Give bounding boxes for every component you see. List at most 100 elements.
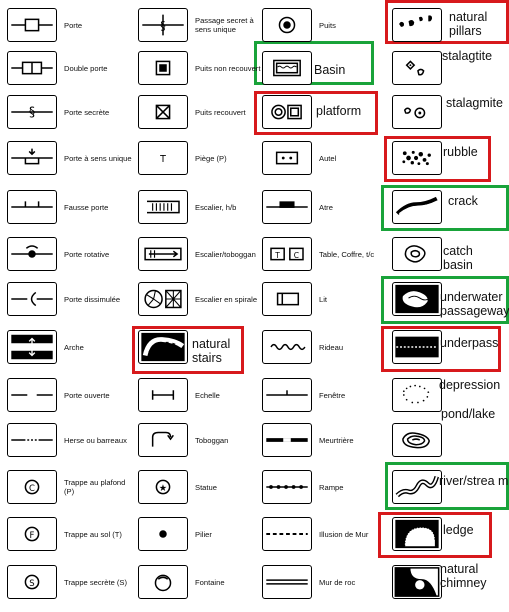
legend-entry xyxy=(392,517,442,551)
curtain-icon xyxy=(262,330,312,364)
legend-entry xyxy=(392,190,442,224)
legend-entry xyxy=(392,95,442,129)
legend-label: Fenêtre xyxy=(319,390,346,400)
note-ledge: ledge xyxy=(443,523,474,537)
legend-entry: Fontaine xyxy=(138,565,256,599)
svg-text:T: T xyxy=(274,251,280,260)
legend-label: Trappe secrète (S) xyxy=(64,577,128,587)
legend-label: Escalier/toboggan xyxy=(195,249,256,259)
legend-entry xyxy=(392,51,442,85)
legend-entry: Double porte xyxy=(7,51,125,85)
ladder-icon xyxy=(138,378,188,412)
legend-label: Statue xyxy=(195,482,217,492)
arrow-slit-icon xyxy=(262,423,312,457)
svg-text:C: C xyxy=(29,483,35,493)
fountain-icon xyxy=(138,565,188,599)
legend-label: Porte ouverte xyxy=(64,390,110,400)
secret-door-icon: § xyxy=(7,95,57,129)
door-icon xyxy=(7,8,57,42)
illusion-wall-icon xyxy=(262,517,312,551)
natural-chimney-icon xyxy=(392,565,442,599)
note-river: river/strea m xyxy=(439,474,509,488)
legend-entry xyxy=(392,237,442,271)
svg-text:★: ★ xyxy=(159,483,167,494)
depression-icon xyxy=(392,378,442,412)
legend-entry: Escalier/toboggan xyxy=(138,237,256,271)
legend-entry xyxy=(392,8,442,42)
legend-entry xyxy=(392,565,442,599)
legend-label: Lit xyxy=(319,294,328,304)
one-way-secret-passage-icon: § xyxy=(138,8,188,42)
note-pond-lake: pond/lake xyxy=(441,407,496,421)
legend-label: Illusion de Mur xyxy=(319,529,369,539)
legend-entry: Atre xyxy=(262,190,380,224)
underwater-passageway-icon xyxy=(392,282,442,316)
note-platform: platform xyxy=(316,104,362,118)
floor-trapdoor-icon: F xyxy=(7,517,57,551)
legend-entry: Pilier xyxy=(138,517,256,551)
legend-entry: Puits recouvert xyxy=(138,95,256,129)
platform-icon xyxy=(262,95,312,129)
legend-entry: S Trappe secrète (S) xyxy=(7,565,127,599)
svg-text:F: F xyxy=(30,530,35,540)
legend-entry: Puits xyxy=(262,8,380,42)
legend-entry xyxy=(262,51,380,85)
bed-icon xyxy=(262,282,312,316)
legend-label: Double porte xyxy=(64,63,108,73)
portcullis-icon xyxy=(7,423,57,457)
note-crack: crack xyxy=(448,194,478,208)
legend-entry xyxy=(392,330,442,364)
false-door-icon xyxy=(7,190,57,224)
legend-entry: Porte rotative xyxy=(7,237,125,271)
legend-entry: Rideau xyxy=(262,330,380,364)
hearth-icon xyxy=(262,190,312,224)
legend-entry: Puits non recouvert xyxy=(138,51,260,85)
uncovered-pit-icon xyxy=(138,51,188,85)
svg-text:§: § xyxy=(160,20,166,33)
svg-text:S: S xyxy=(29,578,34,588)
double-door-icon xyxy=(7,51,57,85)
legend-label: Puits non recouvert xyxy=(195,63,261,73)
ramp-icon xyxy=(262,470,312,504)
highlight-ledge xyxy=(378,512,492,558)
natural-stairs-icon xyxy=(138,330,188,364)
covered-pit-icon xyxy=(138,95,188,129)
catch-basin-icon xyxy=(392,237,442,271)
ceiling-trapdoor-icon: C xyxy=(7,470,57,504)
legend-label: Herse ou barreaux xyxy=(64,435,127,445)
legend-entry: Porte xyxy=(7,8,125,42)
stairs-icon xyxy=(138,190,188,224)
legend-entry: ★ Statue xyxy=(138,470,256,504)
note-depression: depression xyxy=(439,378,501,392)
legend-entry: Lit xyxy=(262,282,380,316)
legend-entry: Escalier, h/b xyxy=(138,190,256,224)
legend-entry xyxy=(392,423,442,457)
legend-entry xyxy=(392,282,442,316)
legend-label: Trappe au sol (T) xyxy=(64,529,122,539)
note-underpass: underpass xyxy=(440,336,499,350)
legend-label: Autel xyxy=(319,153,337,163)
arch-icon xyxy=(7,330,57,364)
legend-label: Porte dissimulée xyxy=(64,294,121,304)
legend-label: Mur de roc xyxy=(319,577,356,587)
legend-entry: Meurtrière xyxy=(262,423,380,457)
highlight-natural-stairs xyxy=(132,326,244,374)
legend-entry: Fausse porte xyxy=(7,190,125,224)
legend-label: Porte xyxy=(64,20,83,30)
legend-label: Passage secret à sens unique xyxy=(195,16,254,34)
basin-icon xyxy=(262,51,312,85)
legend-label: Porte à sens unique xyxy=(64,153,132,163)
svg-text:§: § xyxy=(29,106,36,121)
slide-icon xyxy=(138,423,188,457)
statue-icon: ★ xyxy=(138,470,188,504)
legend-entry: § Porte secrète xyxy=(7,95,125,129)
legend-label: Echelle xyxy=(195,390,220,400)
ledge-icon xyxy=(392,517,442,551)
stair-slide-icon xyxy=(138,237,188,271)
highlight-basin xyxy=(254,41,374,85)
stalagmite-icon xyxy=(392,95,442,129)
underpass-icon xyxy=(392,330,442,364)
highlight-rubble xyxy=(384,136,491,182)
